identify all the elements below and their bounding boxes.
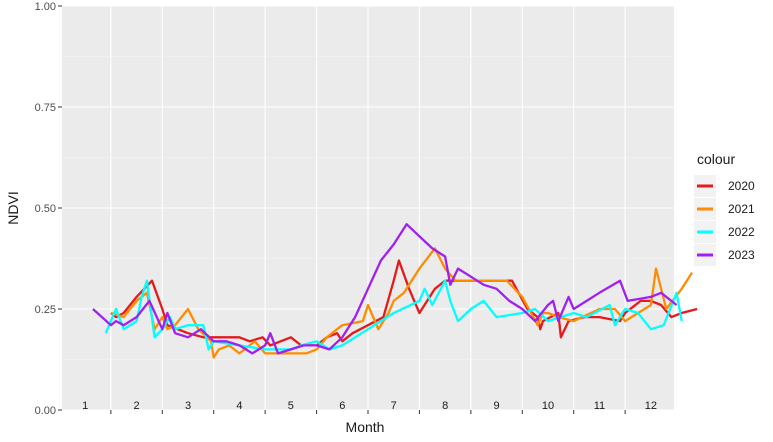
month-label: 9	[494, 400, 500, 412]
grid-lines	[62, 5, 674, 411]
y-tick-label: 0.00	[35, 405, 56, 417]
series-line-2021	[110, 247, 693, 359]
series-line-2020	[110, 259, 698, 347]
month-label: 8	[442, 400, 448, 412]
legend-title: colour	[697, 151, 735, 167]
series-line-2022	[104, 279, 683, 351]
month-label: 1	[82, 400, 88, 412]
month-label: 2	[134, 400, 140, 412]
series-lines	[92, 223, 698, 359]
month-label: 3	[185, 400, 191, 412]
x-axis-title: Month	[346, 419, 385, 435]
legend-label: 2022	[728, 225, 755, 239]
month-labels: 1 2 3 4 5 6 7 8 9 10 11 12	[82, 400, 657, 412]
legend: colour 2020 2021 2022 2023	[694, 151, 755, 266]
y-tick-label: 1.00	[35, 1, 56, 13]
month-label: 6	[339, 400, 345, 412]
y-tick-label: 0.50	[35, 203, 56, 215]
y-axis: 0.00 0.25 0.50 0.75 1.00	[35, 1, 62, 417]
legend-label: 2023	[728, 248, 755, 262]
y-tick-label: 0.25	[35, 304, 56, 316]
y-tick-label: 0.75	[35, 102, 56, 114]
y-axis-title: NDVI	[5, 191, 21, 224]
month-label: 7	[391, 400, 397, 412]
month-label: 5	[288, 400, 294, 412]
month-label: 11	[594, 400, 605, 412]
x-axis	[110, 410, 626, 414]
month-label: 10	[542, 400, 554, 412]
series-line-2023	[92, 223, 678, 355]
month-label: 4	[236, 400, 242, 412]
legend-label: 2020	[728, 179, 755, 193]
legend-label: 2021	[728, 202, 755, 216]
month-label: 12	[645, 400, 657, 412]
